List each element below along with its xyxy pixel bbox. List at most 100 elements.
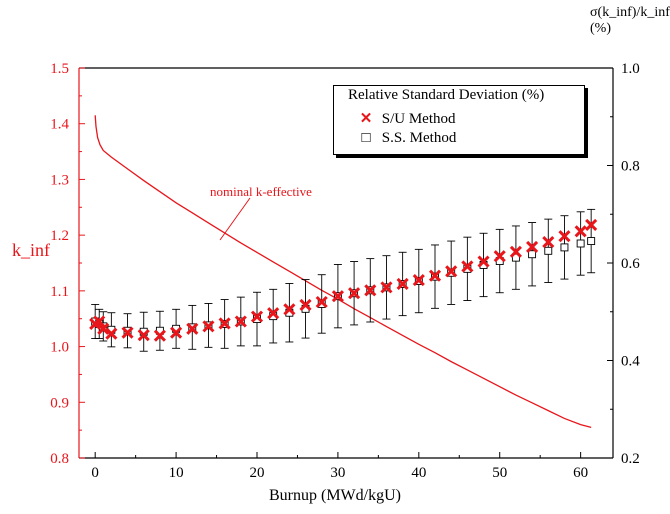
su-point (93, 315, 106, 328)
su-point (509, 245, 522, 258)
su-point-stroke-b (364, 284, 377, 297)
y-right-tick-label: 0.8 (621, 159, 640, 175)
y-left-tick-label: 0.9 (50, 395, 69, 411)
su-point-stroke-b (137, 329, 150, 342)
ss-point (587, 237, 596, 246)
su-point-stroke-b (445, 265, 458, 278)
x-marker-icon: ✕ (359, 111, 373, 127)
legend-label-su: S/U Method (381, 111, 456, 127)
su-point-stroke-b (105, 327, 118, 340)
su-point-stroke-b (574, 225, 587, 238)
su-point (396, 277, 409, 291)
y-left-tick-label: 1.3 (50, 172, 69, 188)
y-right-tick-label: 1.0 (621, 61, 640, 77)
su-point (477, 255, 490, 268)
nominal-k-line (94, 115, 592, 428)
su-point-stroke-b (153, 329, 166, 342)
y-right-tick-label: 0.4 (621, 354, 640, 370)
annotation-arrow (219, 197, 251, 241)
su-point-stroke-b (348, 287, 361, 300)
su-point (267, 307, 280, 320)
y-left-tick-label: 1.5 (50, 61, 69, 77)
x-tick-label: 50 (492, 465, 507, 481)
x-tick-label: 0 (91, 465, 99, 481)
su-point (137, 329, 150, 342)
su-point-stroke-b (558, 230, 571, 243)
x-tick-label: 10 (169, 465, 184, 481)
annotation-nominal-k: nominal k-effective (210, 184, 312, 199)
ss-point (528, 250, 537, 259)
ss-point (544, 246, 553, 255)
su-point-stroke-b (526, 240, 539, 253)
su-point-stroke-b (218, 317, 231, 330)
su-point (542, 235, 555, 249)
su-point (97, 322, 110, 335)
su-point-stroke-b (202, 320, 215, 333)
su-point-stroke-b (542, 235, 555, 249)
su-point (186, 322, 199, 335)
su-point-stroke-b (331, 290, 344, 303)
su-point (526, 240, 539, 253)
su-point-stroke-b (234, 315, 247, 328)
su-point-stroke-b (97, 322, 110, 335)
su-point (234, 315, 247, 328)
y-left-tick-label: 0.8 (50, 451, 69, 467)
y-right-tick-label: 0.6 (621, 256, 640, 272)
su-point (331, 290, 344, 303)
su-point-stroke-b (509, 245, 522, 258)
legend-title: Relative Standard Deviation (%) (348, 87, 545, 103)
legend-item-su: ✕ S/U Method (354, 109, 456, 128)
su-point (412, 274, 425, 287)
su-point-stroke-b (93, 315, 106, 328)
su-point (153, 329, 166, 342)
y-left-tick-label: 1.0 (50, 340, 69, 356)
su-point (380, 281, 393, 294)
su-point-stroke-b (170, 326, 183, 339)
su-point (105, 327, 118, 340)
y-right-tick-label: 0.2 (621, 451, 640, 467)
su-point (574, 225, 587, 238)
su-point-stroke-b (412, 274, 425, 287)
legend-label-ss: S.S. Method (381, 130, 457, 146)
su-point (283, 303, 296, 316)
y-axis-right-label: σ(k_inf)/k_inf (%) (590, 5, 670, 36)
su-point-stroke-b (585, 218, 598, 232)
su-point (585, 218, 598, 232)
su-point-stroke-b (396, 277, 409, 291)
square-marker-icon: □ (361, 130, 371, 146)
su-point (558, 230, 571, 243)
su-point (315, 295, 328, 309)
ss-point (511, 253, 520, 262)
x-axis-label: Burnup (MWd/kgU) (269, 487, 401, 504)
y-left-tick-label: 1.4 (50, 117, 69, 133)
su-point (428, 269, 442, 282)
x-tick-label: 60 (573, 465, 588, 481)
su-point-stroke-b (267, 307, 280, 320)
y-left-tick-label: 1.1 (50, 284, 69, 300)
su-point (121, 326, 134, 339)
su-point-stroke-b (380, 281, 393, 294)
x-tick-label: 40 (411, 465, 426, 481)
su-point-stroke-b (283, 303, 296, 316)
su-point-stroke-b (477, 255, 490, 268)
su-point-stroke-b (121, 326, 134, 339)
su-point (250, 310, 264, 323)
su-point-stroke-b (461, 260, 474, 273)
su-point-stroke-b (428, 269, 442, 282)
ticks-layer: 0 10 20 30 40 50 60 0.8 0.9 1.0 1.1 1.2 1.3 1.4 1.5 0.2… (50, 61, 640, 481)
legend: Relative Standard Deviation (%) ✕ S/U Me… (333, 85, 585, 155)
su-point-stroke-b (299, 298, 312, 311)
su-point-stroke-b (315, 295, 328, 309)
su-point-stroke-b (493, 250, 506, 263)
x-tick-label: 30 (330, 465, 345, 481)
y-left-tick-label: 1.2 (50, 228, 69, 244)
su-point-stroke-b (186, 322, 199, 335)
su-point (170, 326, 183, 339)
data-layer (89, 115, 598, 428)
legend-item-ss: □ S.S. Method (354, 130, 456, 147)
su-point (445, 265, 458, 278)
x-tick-label: 20 (250, 465, 265, 481)
su-point (202, 320, 215, 333)
